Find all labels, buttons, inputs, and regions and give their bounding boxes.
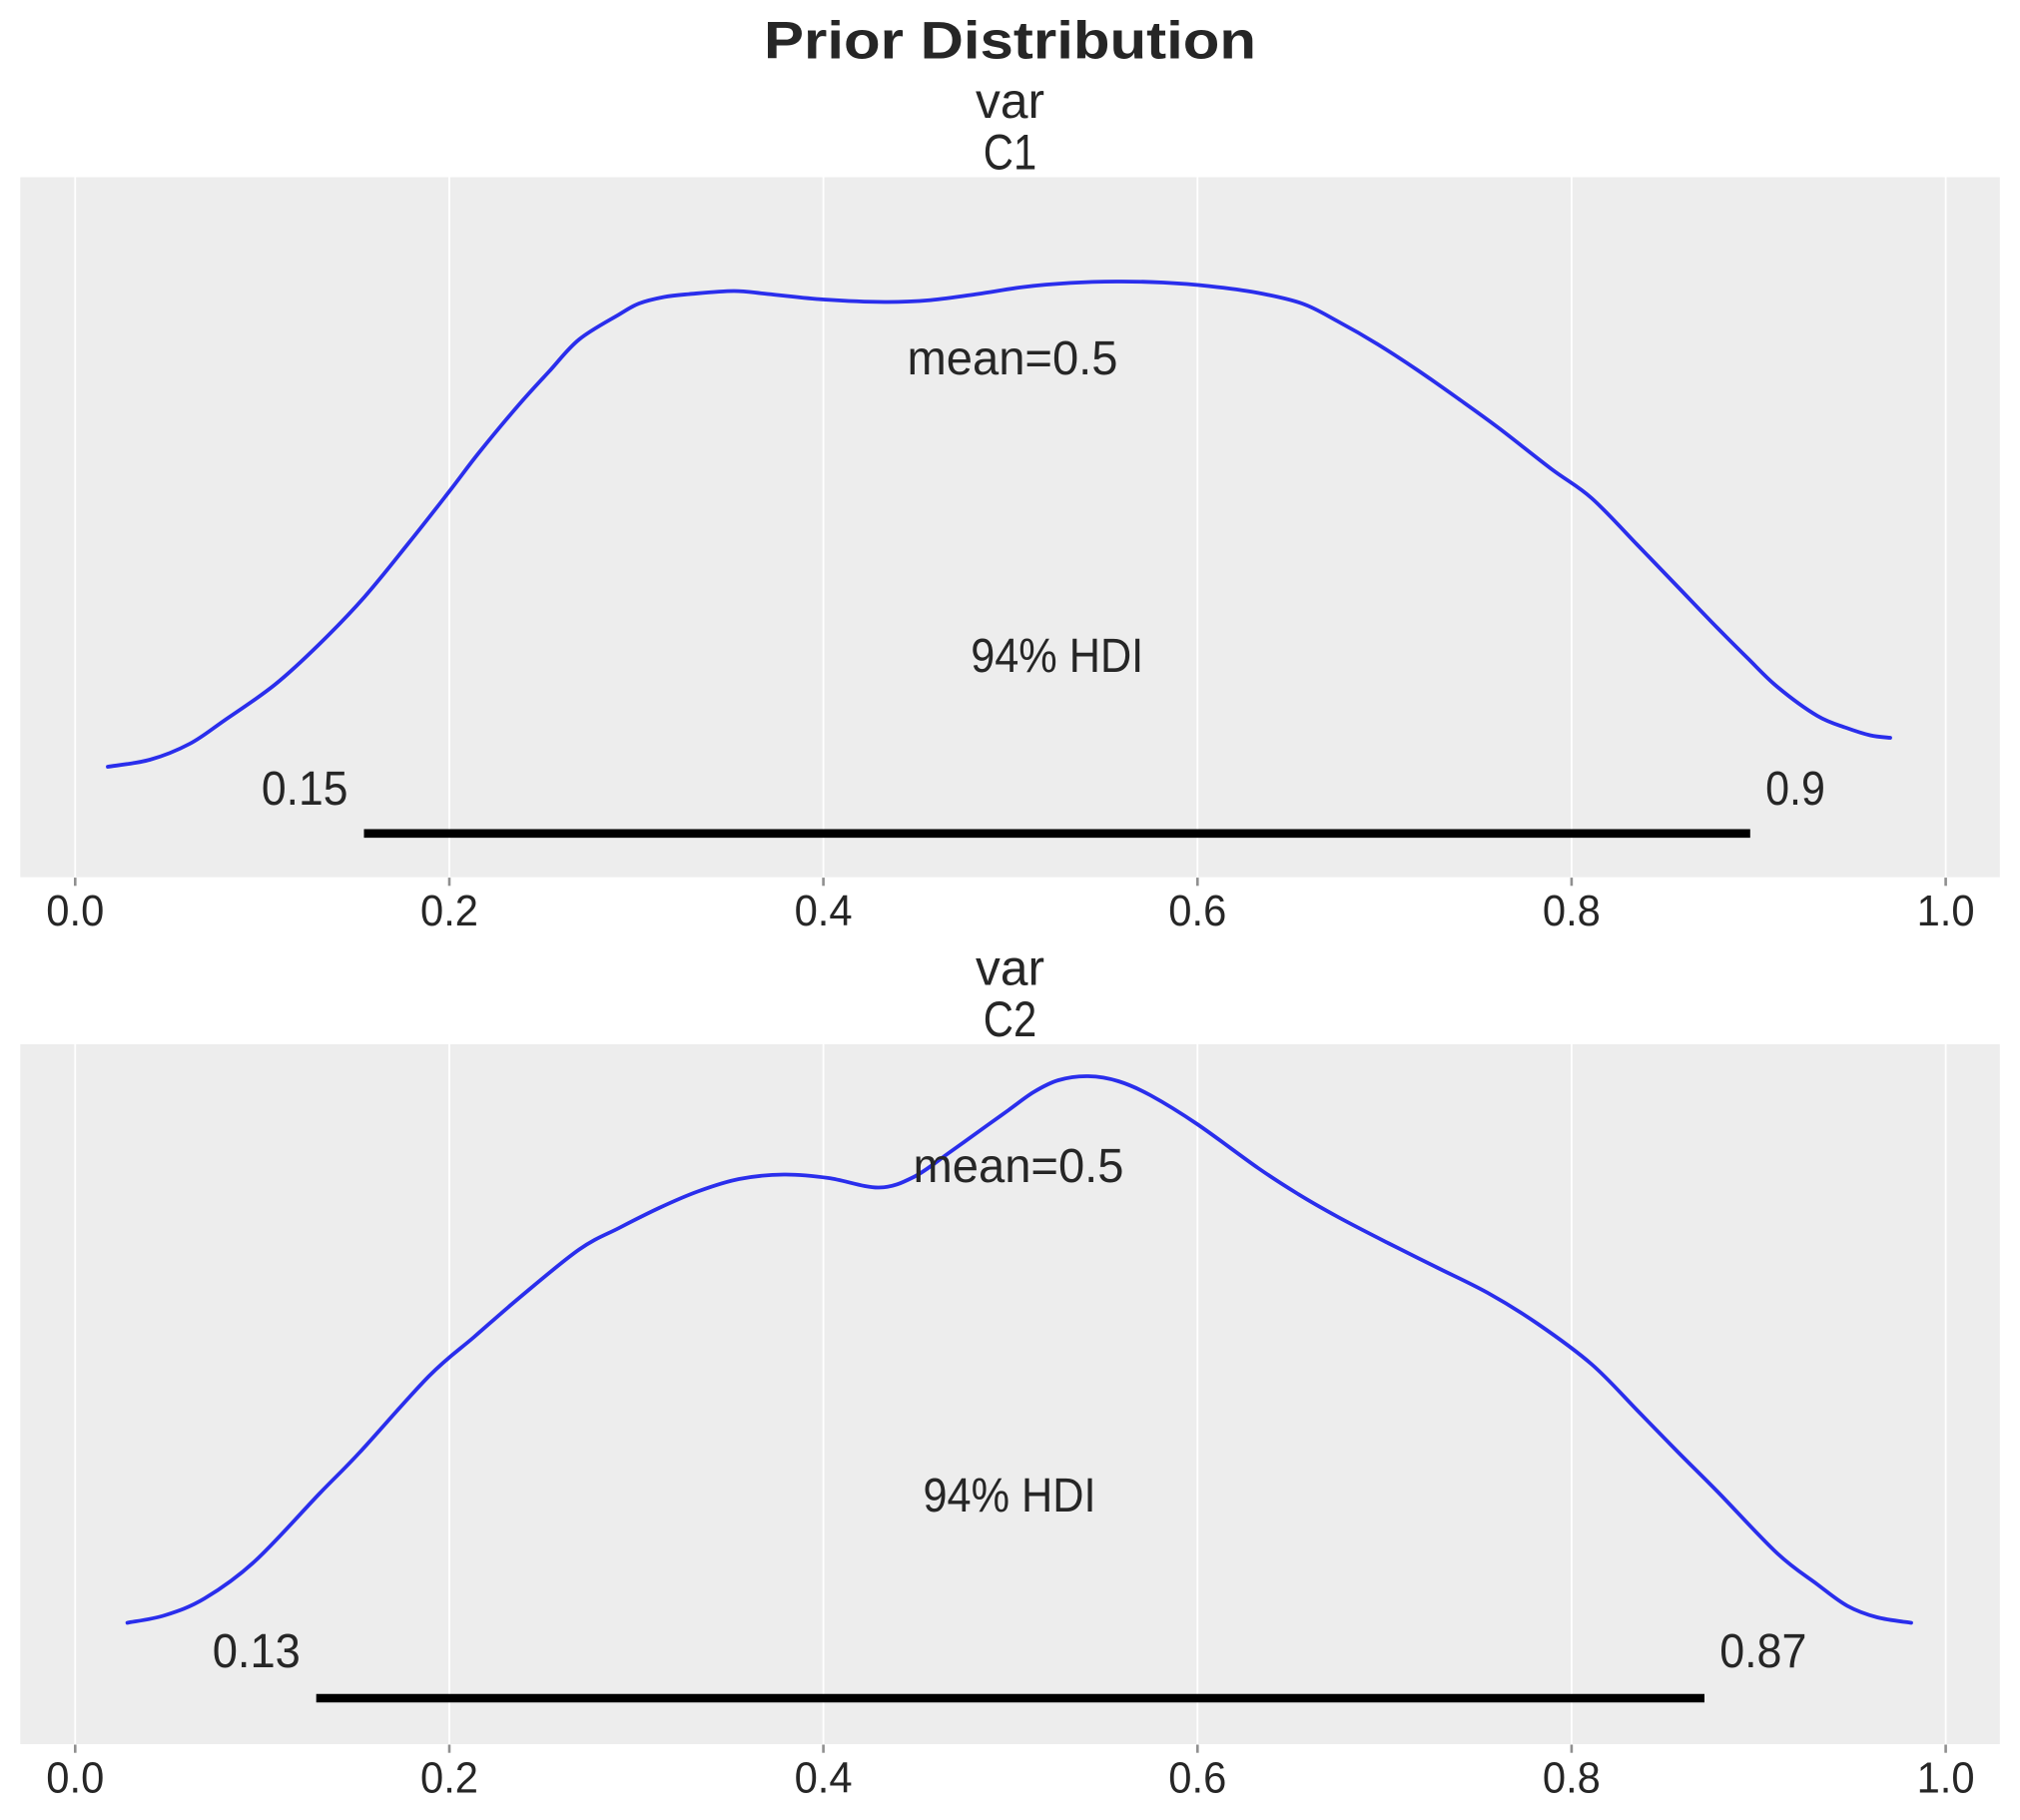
svg-text:0.0: 0.0 — [46, 1753, 104, 1802]
svg-text:C2: C2 — [984, 991, 1036, 1047]
svg-text:0.6: 0.6 — [1168, 887, 1226, 935]
svg-text:mean=0.5: mean=0.5 — [908, 332, 1118, 385]
svg-text:0.2: 0.2 — [420, 887, 478, 935]
svg-text:0.4: 0.4 — [795, 1753, 853, 1802]
svg-text:0.6: 0.6 — [1168, 1753, 1226, 1802]
svg-text:1.0: 1.0 — [1917, 887, 1975, 935]
svg-text:var: var — [976, 73, 1044, 129]
svg-text:var: var — [976, 939, 1044, 995]
svg-text:0.13: 0.13 — [213, 1625, 301, 1678]
svg-text:1.0: 1.0 — [1917, 1753, 1975, 1802]
svg-text:0.9: 0.9 — [1765, 763, 1825, 816]
svg-text:0.8: 0.8 — [1543, 1753, 1601, 1802]
svg-text:Prior Distribution: Prior Distribution — [764, 12, 1256, 71]
svg-text:mean=0.5: mean=0.5 — [914, 1140, 1124, 1193]
svg-text:0.15: 0.15 — [262, 763, 348, 816]
svg-text:0.8: 0.8 — [1543, 887, 1601, 935]
svg-text:0.0: 0.0 — [46, 887, 104, 935]
svg-text:C1: C1 — [984, 124, 1036, 180]
svg-text:0.2: 0.2 — [420, 1753, 478, 1802]
svg-text:0.4: 0.4 — [795, 887, 853, 935]
svg-text:94% HDI: 94% HDI — [924, 1470, 1096, 1522]
svg-text:94% HDI: 94% HDI — [971, 630, 1143, 683]
svg-text:0.87: 0.87 — [1719, 1625, 1806, 1678]
